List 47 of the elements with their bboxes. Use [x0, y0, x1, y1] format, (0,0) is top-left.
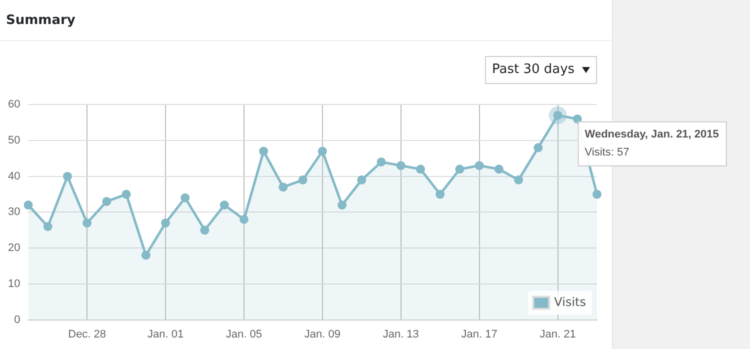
point — [220, 200, 229, 210]
x-tick-label: Jan. 13 — [382, 328, 419, 340]
x-tick-label: Jan. 01 — [147, 328, 184, 340]
point — [338, 200, 347, 210]
y-tick-label: 20 — [8, 242, 20, 254]
point — [43, 222, 52, 232]
point — [572, 114, 582, 124]
legend-label: Visits — [554, 294, 586, 309]
x-tick-label: Jan. 21 — [540, 328, 576, 340]
x-tick-label: Jan. 09 — [304, 328, 340, 340]
y-tick-label: 60 — [8, 98, 20, 111]
point — [357, 175, 366, 184]
point — [376, 157, 386, 166]
point — [396, 161, 406, 170]
y-tick-label: 0 — [14, 314, 20, 326]
point — [259, 146, 268, 156]
text: Past 30 days — [492, 62, 575, 77]
point — [180, 193, 190, 202]
y-tick-label: 30 — [8, 206, 20, 218]
point — [82, 218, 92, 228]
point — [161, 218, 170, 228]
point — [239, 214, 248, 224]
point — [141, 250, 150, 260]
y-tick-label: 40 — [8, 170, 20, 182]
point — [514, 175, 524, 184]
point — [122, 190, 131, 199]
point — [318, 146, 327, 156]
point — [455, 164, 464, 174]
x-tick-label: Jan. 17 — [461, 328, 498, 340]
point — [102, 196, 112, 206]
y-tick-label: 10 — [8, 278, 20, 290]
point — [24, 200, 33, 210]
point — [416, 164, 425, 174]
x-tick-label: Dec. 28 — [68, 328, 106, 340]
point — [592, 190, 602, 199]
point — [200, 226, 210, 235]
x-tick-label: Jan. 05 — [226, 328, 262, 340]
point — [534, 143, 543, 152]
chart-title: Summary — [6, 13, 76, 28]
point — [298, 175, 308, 184]
point — [436, 190, 445, 199]
point — [278, 182, 288, 192]
annotation: Wednesday, Jan. 21, 2015 Visits: 57 — [584, 128, 719, 158]
y-tick-label: 50 — [8, 134, 20, 146]
point — [62, 172, 72, 181]
point — [474, 161, 484, 170]
point — [494, 164, 504, 174]
